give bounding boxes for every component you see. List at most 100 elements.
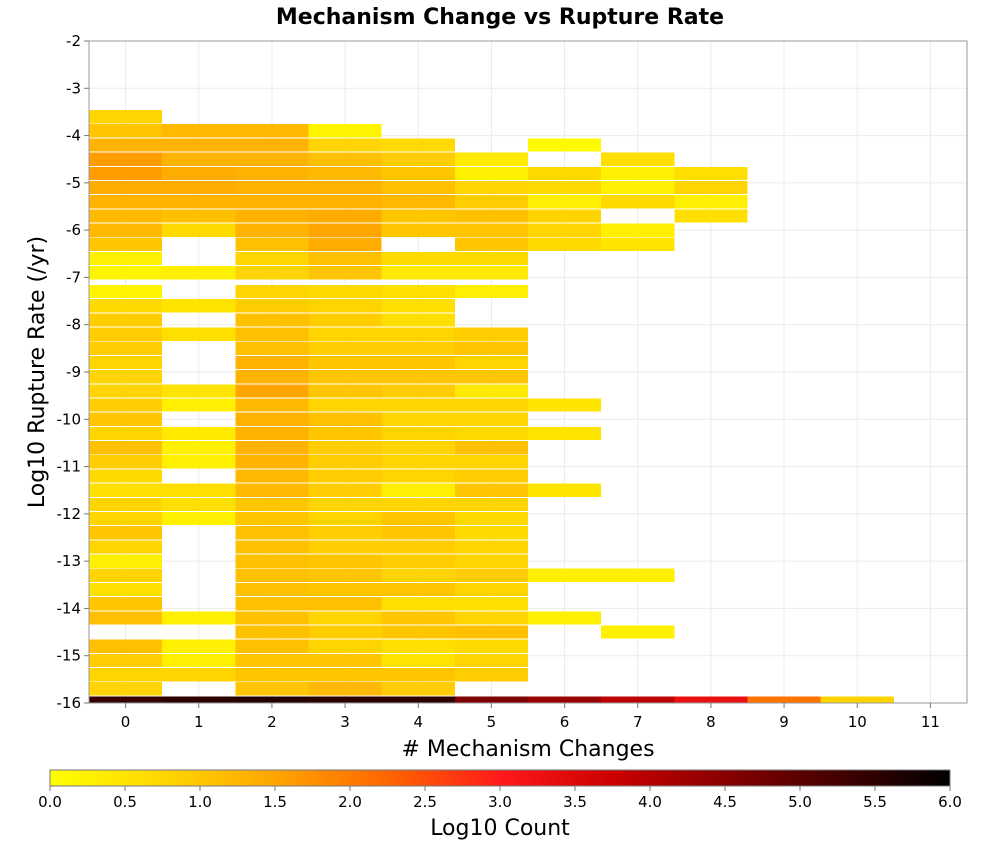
heatmap-cell [308, 426, 382, 441]
colorbar-tick-label: 6.0 [938, 793, 962, 811]
heatmap-cell [162, 611, 236, 625]
heatmap-cell [381, 195, 455, 209]
heatmap-cell [89, 597, 163, 611]
heatmap-cell [674, 195, 748, 209]
heatmap-cell [528, 398, 602, 412]
heatmap-cell [674, 696, 748, 703]
heatmap-cell [308, 266, 382, 280]
y-tick-label: -11 [57, 458, 82, 476]
heatmap-cell [308, 639, 382, 653]
heatmap-cell [235, 653, 309, 668]
heatmap-cell [381, 384, 455, 398]
heatmap-cell [381, 597, 455, 611]
heatmap-cell [235, 341, 309, 355]
heatmap-cell [454, 639, 528, 653]
heatmap-cell [381, 625, 455, 639]
heatmap-cell [89, 313, 163, 327]
heatmap-cell [89, 166, 163, 181]
heatmap-cell [601, 195, 675, 209]
heatmap-cell [308, 237, 382, 251]
heatmap-cell [454, 455, 528, 469]
heatmap-cells [89, 110, 894, 703]
heatmap-cell [308, 554, 382, 568]
heatmap-cell [308, 152, 382, 166]
heatmap-cell [308, 370, 382, 384]
y-tick-label: -2 [66, 32, 81, 50]
heatmap-cell [308, 597, 382, 611]
heatmap-cell [89, 668, 163, 682]
heatmap-cell [381, 180, 455, 195]
heatmap-cell [454, 568, 528, 582]
heatmap-cell [235, 625, 309, 639]
heatmap-cell [235, 441, 309, 455]
heatmap-cell [454, 398, 528, 412]
heatmap-cell [235, 597, 309, 611]
heatmap-cell [89, 582, 163, 597]
heatmap-cell [162, 299, 236, 313]
y-tick-label: -3 [66, 79, 81, 97]
heatmap-cell [235, 284, 309, 299]
heatmap-cell [162, 209, 236, 223]
y-axis-label: Log10 Rupture Rate (/yr) [25, 236, 50, 508]
heatmap-cell [454, 653, 528, 668]
x-tick-label: 0 [121, 713, 131, 731]
heatmap-cell [454, 209, 528, 223]
heatmap-cell [89, 138, 163, 152]
x-tick-label: 11 [921, 713, 940, 731]
heatmap-cell [89, 696, 163, 703]
heatmap-cell [235, 327, 309, 341]
heatmap-cell [89, 384, 163, 398]
heatmap-cell [235, 237, 309, 251]
heatmap-cell [235, 483, 309, 497]
y-tick-label: -16 [57, 694, 82, 712]
heatmap-cell [162, 327, 236, 341]
heatmap-cell [381, 682, 455, 696]
heatmap-cell [162, 511, 236, 526]
heatmap-cell [308, 625, 382, 639]
heatmap-cell [528, 138, 602, 152]
heatmap-cell [381, 370, 455, 384]
heatmap-cell [454, 355, 528, 370]
heatmap-cell [454, 370, 528, 384]
colorbar-tick-label: 0.0 [38, 793, 62, 811]
heatmap-cell [601, 180, 675, 195]
heatmap-cell [454, 412, 528, 426]
heatmap-cell [528, 696, 602, 703]
heatmap-cell [601, 237, 675, 251]
heatmap-cell [454, 611, 528, 625]
heatmap-cell [235, 398, 309, 412]
heatmap-cell [381, 284, 455, 299]
heatmap-cell [454, 441, 528, 455]
heatmap-cell [308, 469, 382, 483]
heatmap-cell [454, 597, 528, 611]
heatmap-cell [528, 237, 602, 251]
heatmap-cell [162, 398, 236, 412]
heatmap-cell [454, 341, 528, 355]
heatmap-cell [381, 653, 455, 668]
heatmap-cell [308, 138, 382, 152]
heatmap-cell [454, 511, 528, 526]
heatmap-cell [454, 223, 528, 237]
heatmap-cell [235, 266, 309, 280]
colorbar-tick-label: 3.5 [563, 793, 587, 811]
y-tick-label: -6 [66, 221, 81, 239]
heatmap-cell [674, 180, 748, 195]
heatmap-cell [89, 341, 163, 355]
heatmap-cell [235, 223, 309, 237]
y-tick-label: -4 [66, 127, 81, 145]
heatmap-cell [308, 341, 382, 355]
heatmap-cell [381, 355, 455, 370]
heatmap-cell [89, 223, 163, 237]
heatmap-cell [89, 497, 163, 512]
heatmap-cell [528, 209, 602, 223]
heatmap-cell [601, 166, 675, 181]
heatmap-cell [162, 497, 236, 512]
heatmap-cell [235, 209, 309, 223]
heatmap-cell [162, 455, 236, 469]
heatmap-cell [454, 180, 528, 195]
heatmap-cell [235, 611, 309, 625]
heatmap-cell [381, 138, 455, 152]
heatmap-cell [454, 237, 528, 251]
heatmap-cell [454, 483, 528, 497]
heatmap-cell [381, 426, 455, 441]
